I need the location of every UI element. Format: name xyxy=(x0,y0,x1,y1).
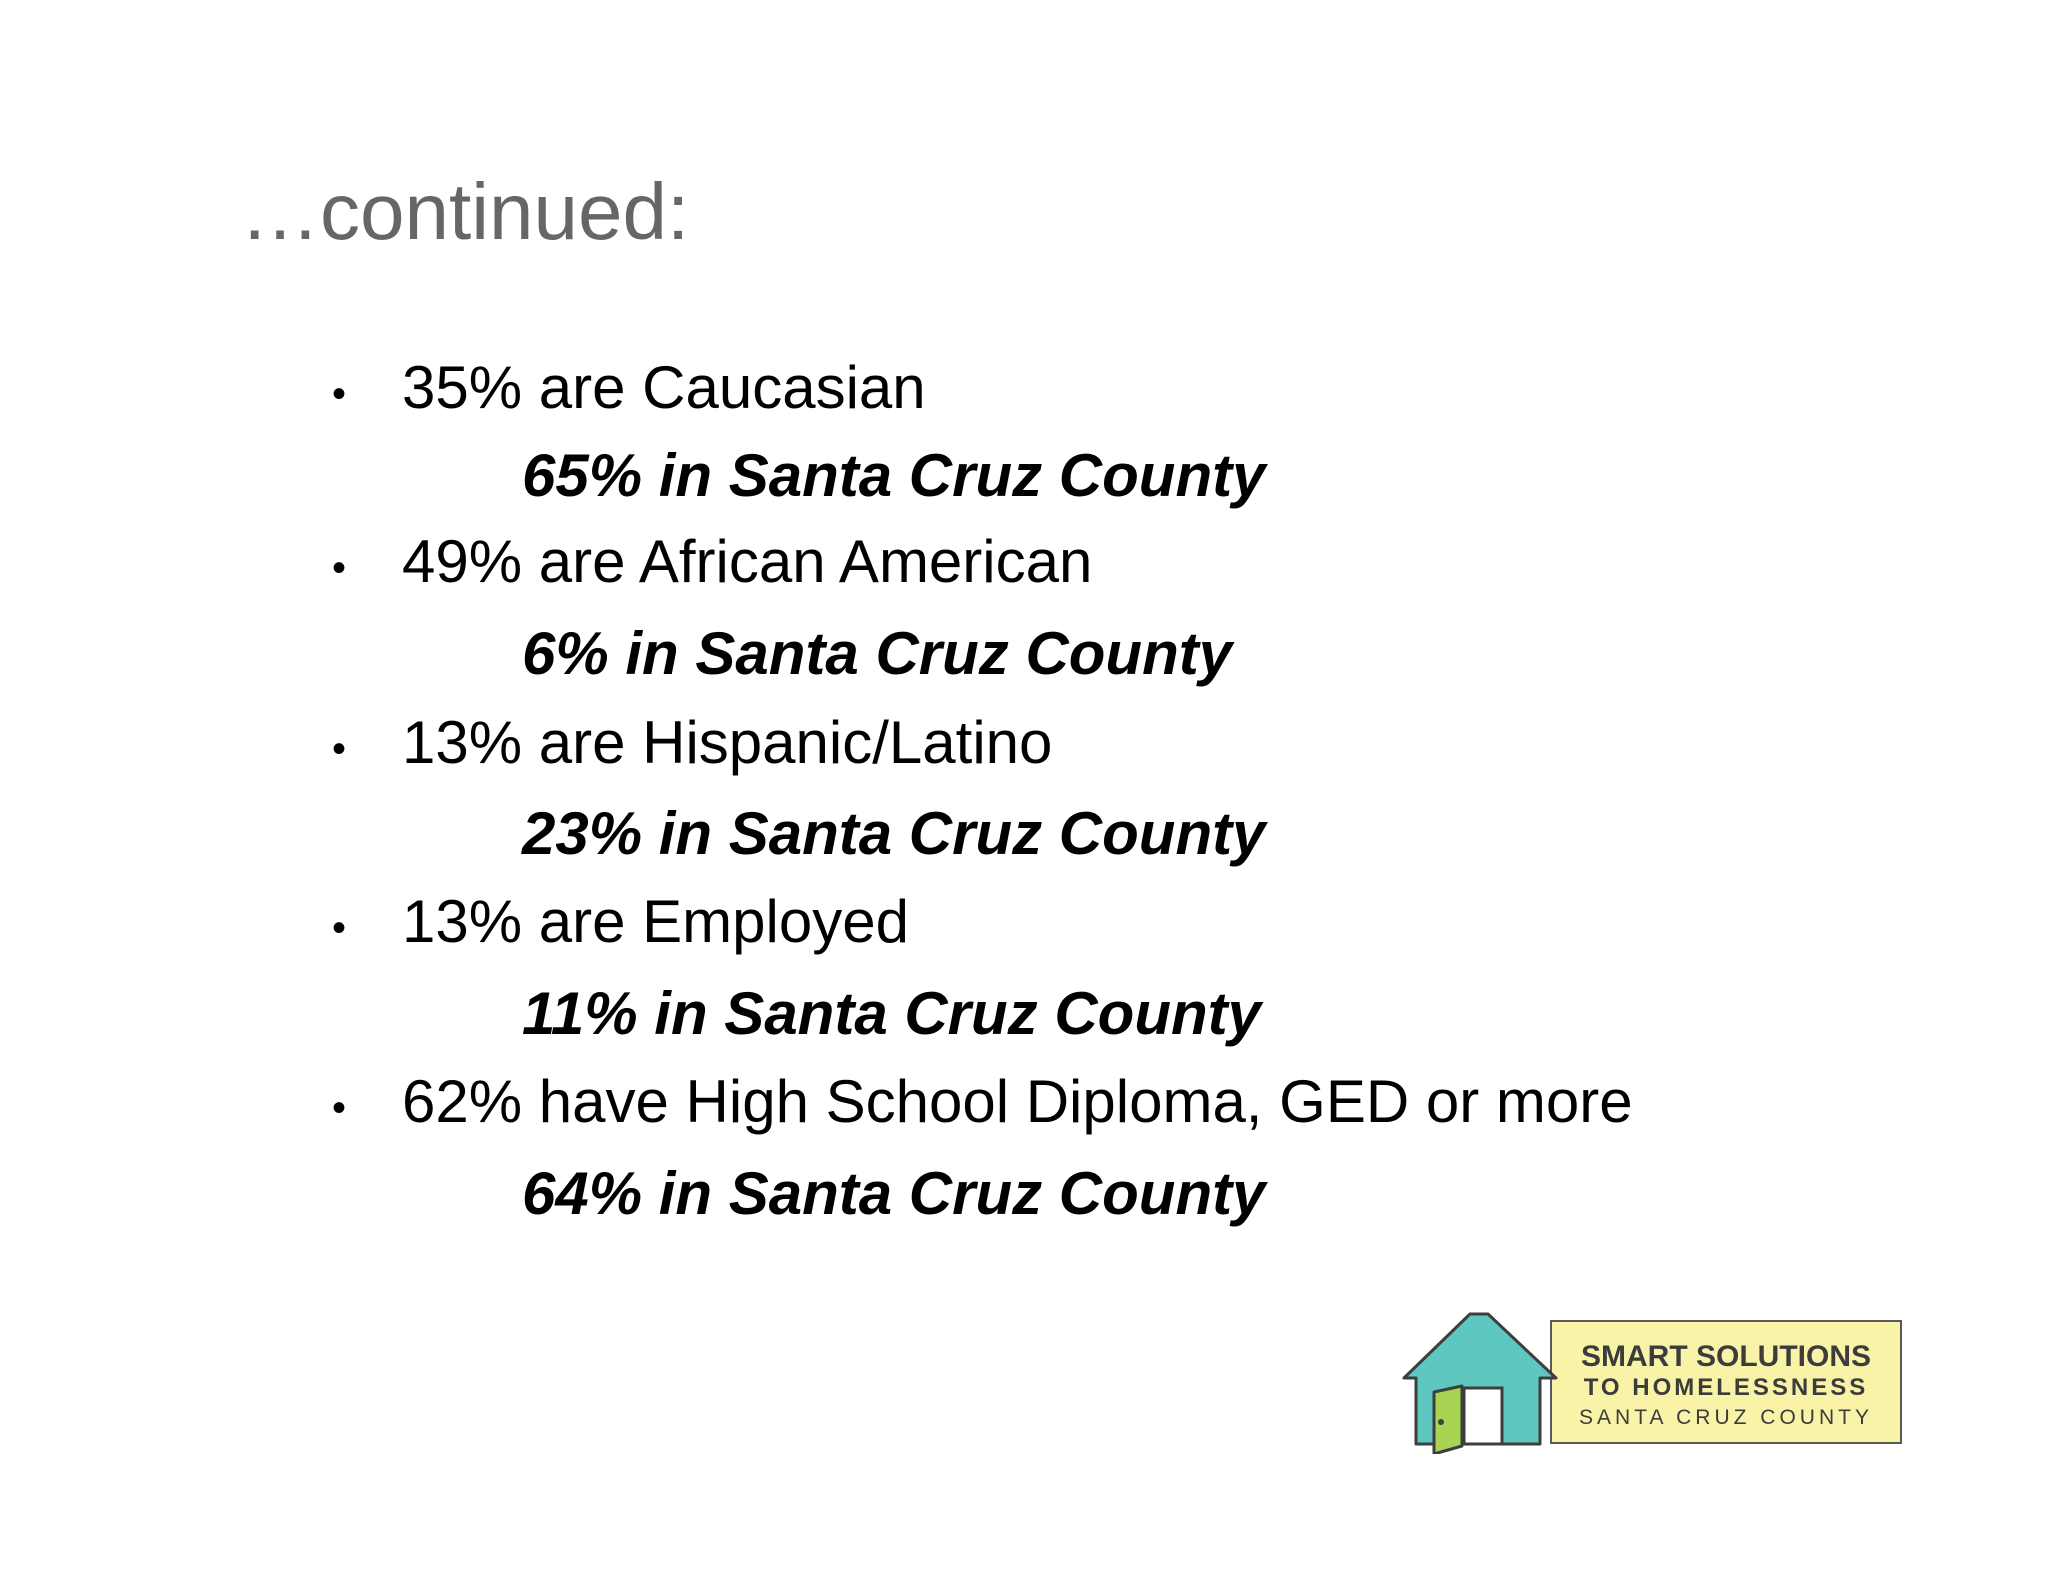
logo-line-2: TO HOMELESSNESS xyxy=(1583,1374,1869,1401)
slide-title: …continued: xyxy=(240,167,690,256)
county-comparison: 11% in Santa Cruz County xyxy=(522,980,1261,1047)
bullet-dot: • xyxy=(332,1086,347,1130)
bullet-dot: • xyxy=(332,727,347,771)
logo-line-3: SANTA CRUZ COUNTY xyxy=(1579,1406,1873,1429)
bullet-dot: • xyxy=(332,906,347,950)
county-comparison: 23% in Santa Cruz County xyxy=(522,800,1266,867)
bullet-dot: • xyxy=(332,372,347,416)
bullet-text: 13% are Hispanic/Latino xyxy=(402,709,1053,776)
county-comparison: 6% in Santa Cruz County xyxy=(522,620,1233,687)
logo-line-1: SMART SOLUTIONS xyxy=(1581,1340,1871,1373)
logo-text-box: SMART SOLUTIONS TO HOMELESSNESS SANTA CR… xyxy=(1550,1320,1902,1444)
county-comparison: 64% in Santa Cruz County xyxy=(522,1160,1266,1227)
house-icon xyxy=(1402,1312,1558,1454)
bullet-text: 35% are Caucasian xyxy=(402,354,926,421)
bullet-text: 49% are African American xyxy=(402,528,1093,595)
organization-logo: SMART SOLUTIONS TO HOMELESSNESS SANTA CR… xyxy=(1398,1306,1902,1454)
county-comparison: 65% in Santa Cruz County xyxy=(522,442,1266,509)
bullet-text: 13% are Employed xyxy=(402,888,909,955)
bullet-dot: • xyxy=(332,546,347,590)
bullet-text: 62% have High School Diploma, GED or mor… xyxy=(402,1068,1633,1135)
